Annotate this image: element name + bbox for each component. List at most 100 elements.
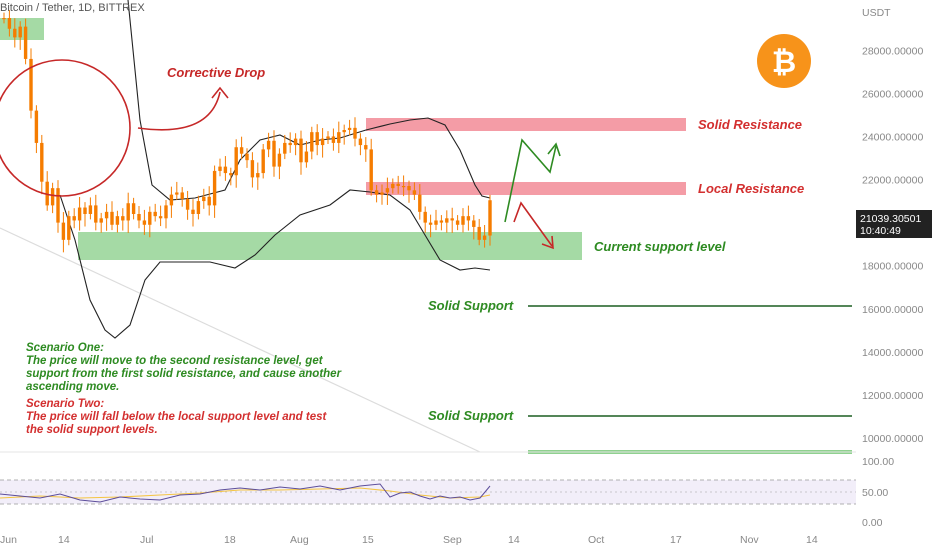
candle-body[interactable] [407,186,411,191]
solid-resistance-zone[interactable] [366,118,686,131]
candle-body[interactable] [472,220,476,227]
candle-body[interactable] [148,211,152,225]
candle-body[interactable] [245,153,249,161]
candle-body[interactable] [88,205,93,214]
candle-body[interactable] [234,147,238,176]
candle-body[interactable] [337,132,341,143]
candle-body[interactable] [104,211,109,219]
current-support-zone[interactable] [78,232,582,260]
candle-body[interactable] [196,201,201,214]
candle-body[interactable] [83,207,87,214]
candle-body[interactable] [423,211,427,223]
candle-body[interactable] [115,216,120,225]
candle-body[interactable] [347,127,352,130]
candle-body[interactable] [56,188,60,223]
candle-body[interactable] [256,173,260,178]
candle-body[interactable] [488,200,492,236]
candle-body[interactable] [72,216,76,221]
candle-body[interactable] [29,58,33,111]
candle-body[interactable] [261,149,265,174]
candle-body[interactable] [283,142,287,154]
candle-body[interactable] [450,218,454,221]
candle-body[interactable] [385,188,390,193]
candle-body[interactable] [277,153,282,167]
candle-body[interactable] [202,196,206,202]
candle-body[interactable] [131,203,136,214]
candle-body[interactable] [164,205,168,219]
candle-body[interactable] [45,181,49,206]
candle-body[interactable] [34,110,39,143]
candle-body[interactable] [250,160,255,178]
candle-body[interactable] [445,218,449,223]
candle-body[interactable] [293,138,298,146]
candle-body[interactable] [40,142,44,182]
candle-body[interactable] [94,205,98,223]
candle-body[interactable] [153,211,157,217]
candle-body[interactable] [428,222,433,225]
candle-body[interactable] [418,194,422,212]
candle-body[interactable] [77,207,82,221]
candle-body[interactable] [466,216,471,221]
candle-body[interactable] [342,130,346,133]
candle-body[interactable] [175,192,179,195]
candle-body[interactable] [191,209,195,214]
candle-body[interactable] [434,220,438,225]
candle-body[interactable] [158,216,163,219]
candle-body[interactable] [320,138,325,146]
rsi-axis[interactable]: 100.00 50.00 0.00 [862,456,894,529]
candle-body[interactable] [353,127,357,139]
candle-body[interactable] [229,173,233,176]
time-axis[interactable]: Jun 14 Jul 18 Aug 15 Sep 14 Oct 17 Nov 14 [0,534,818,546]
candle-body[interactable] [110,211,114,225]
candle-body[interactable] [477,226,481,240]
symbol-header[interactable]: Bitcoin / Tether, 1D, BITTREX [0,2,145,14]
candle-body[interactable] [391,183,395,189]
candle-body[interactable] [2,18,6,20]
candle-body[interactable] [266,140,271,150]
candle-body[interactable] [185,198,190,210]
candle-body[interactable] [99,218,103,223]
candle-body[interactable] [412,190,417,195]
candle-body[interactable] [358,138,363,146]
candle-body[interactable] [23,26,28,59]
candle-body[interactable] [169,194,174,206]
candle-body[interactable] [50,188,55,206]
candle-body[interactable] [461,216,465,225]
candle-body[interactable] [455,220,460,225]
candle-body[interactable] [218,166,222,171]
candle-body[interactable] [396,183,400,186]
candle-body[interactable] [288,142,292,146]
candle-body[interactable] [121,216,125,221]
candle-body[interactable] [310,132,314,152]
candle-body[interactable] [67,216,71,240]
candle-body[interactable] [18,26,22,38]
candle-body[interactable] [7,18,12,29]
price-axis[interactable]: 28000.00000 26000.00000 24000.00000 22000.0… [862,45,923,445]
candle-body[interactable] [369,149,373,191]
candle-body[interactable] [401,186,406,188]
candle-body[interactable] [223,166,228,174]
candle-body[interactable] [326,136,330,139]
local-resistance-zone[interactable] [366,182,686,195]
candle-body[interactable] [299,138,303,163]
candle-body[interactable] [13,28,17,38]
candle-body[interactable] [126,203,130,221]
candle-body[interactable] [364,145,368,150]
candle-body[interactable] [304,151,309,163]
candle-body[interactable] [380,192,384,195]
candlestick-series[interactable] [2,10,492,253]
candle-body[interactable] [239,147,244,154]
candle-body[interactable] [61,222,66,240]
candle-body[interactable] [374,190,379,195]
candle-body[interactable] [142,220,147,225]
candle-body[interactable] [482,235,487,240]
candle-body[interactable] [272,140,276,167]
candle-body[interactable] [207,196,211,206]
candle-body[interactable] [180,192,184,199]
candle-body[interactable] [439,220,444,223]
candle-body[interactable] [212,170,217,206]
candle-body[interactable] [315,132,319,146]
candle-body[interactable] [331,136,336,143]
candle-body[interactable] [137,214,141,221]
